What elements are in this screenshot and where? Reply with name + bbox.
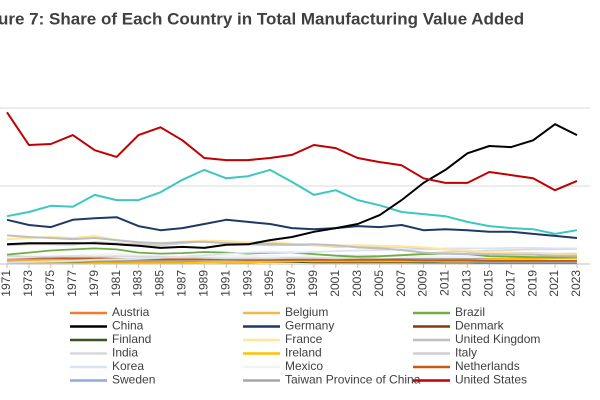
x-tick-label: 1975 [43,270,57,297]
legend-label: France [285,332,323,346]
series-line [6,123,578,249]
x-tick-label: 2007 [394,270,408,297]
legend-label: Ireland [285,346,322,360]
x-tick-label: 1991 [218,270,232,297]
legend-label: Italy [455,346,477,360]
legend-label: United Kingdom [455,332,540,346]
series-line [6,234,577,257]
legend-label: Belgium [285,305,328,319]
x-tick-label: 2023 [569,270,583,297]
x-tick-label: 1985 [153,270,167,297]
legend-label: Taiwan Province of China [285,373,421,387]
series-line [6,111,578,192]
x-tick-label: 2005 [372,270,386,297]
x-tick-label: 1999 [306,270,320,297]
x-tick-label: 2009 [416,270,430,297]
x-tick-label: 1979 [87,270,101,297]
x-tick-label: 2019 [525,270,539,297]
series-line [7,256,577,262]
series-line [6,234,578,256]
series-line [6,257,577,264]
legend-label: India [112,346,138,360]
legend-label: Sweden [112,373,155,387]
legend-label: Austria [112,305,150,319]
x-tick-label: 2021 [547,270,561,297]
legend-label: China [112,319,144,333]
x-tick-label: 1973 [21,270,35,297]
x-tick-label: 1989 [196,270,210,297]
chart-title: ure 7: Share of Each Country in Total Ma… [0,9,524,28]
x-tick-label: 1971 [0,270,13,297]
legend-label: Brazil [455,305,485,319]
legend-label: Mexico [285,359,323,373]
series-line [6,248,578,260]
legend-label: Netherlands [455,359,520,373]
legend-label: Germany [285,319,334,333]
x-tick-label: 2017 [503,270,517,297]
x-tick-label: 1981 [109,270,123,297]
x-tick-label: 1995 [262,270,276,297]
x-tick-label: 2011 [438,270,452,296]
legend-label: Korea [112,359,144,373]
x-tick-label: 1997 [284,270,298,297]
x-tick-label: 1977 [65,270,79,297]
x-tick-label: 2013 [460,270,474,297]
legend-label: Finland [112,332,151,346]
x-tick-label: 2015 [481,270,495,297]
x-tick-label: 2001 [328,270,342,297]
legend-label: Denmark [455,319,505,333]
legend-label: United States [455,373,527,387]
x-tick-label: 1987 [175,270,189,297]
series-line [6,247,577,264]
series-line [6,216,578,239]
x-tick-label: 1993 [240,270,254,297]
series-line [6,168,578,235]
x-tick-label: 2003 [350,270,364,297]
x-tick-label: 1983 [131,270,145,297]
